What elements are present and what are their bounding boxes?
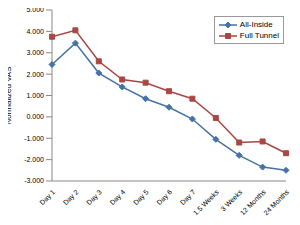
svg-text:1.5 Weeks: 1.5 Weeks	[192, 188, 221, 217]
svg-text:5.000: 5.000	[26, 8, 44, 13]
svg-text:12 Months: 12 Months	[238, 188, 267, 217]
svg-text:Day 6: Day 6	[155, 188, 174, 207]
svg-text:Day 3: Day 3	[85, 188, 104, 207]
svg-text:0.000: 0.000	[26, 113, 44, 120]
svg-text:-2.000: -2.000	[24, 156, 44, 163]
svg-text:-1.000: -1.000	[24, 135, 44, 142]
svg-text:Day 5: Day 5	[132, 188, 151, 207]
svg-text:3.000: 3.000	[26, 49, 44, 56]
svg-text:-3.000: -3.000	[24, 177, 44, 184]
svg-text:Normalized VAS: Normalized VAS	[8, 66, 13, 124]
html-text:All-Inside: All-Inside	[239, 20, 273, 29]
svg-text:2.000: 2.000	[26, 71, 44, 78]
svg-text:3 Weeks: 3 Weeks	[219, 188, 244, 213]
svg-text:Day 4: Day 4	[109, 188, 128, 207]
svg-text:1.000: 1.000	[26, 92, 44, 99]
svg-text:Day 2: Day 2	[62, 188, 81, 207]
svg-text:Day 7: Day 7	[179, 188, 198, 207]
svg-text:24 Months: 24 Months	[262, 188, 290, 216]
html-text:Full Tunnel: Full Tunnel	[239, 31, 279, 40]
svg-text:4.000: 4.000	[26, 28, 44, 35]
svg-text:Day 1: Day 1	[38, 188, 57, 207]
